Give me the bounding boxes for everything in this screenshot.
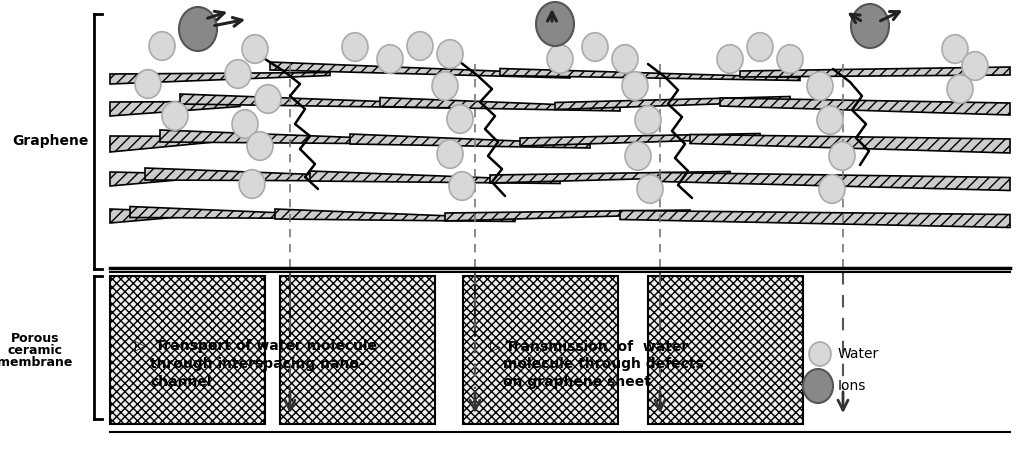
Polygon shape [660,173,1010,191]
Ellipse shape [819,175,845,203]
Text: ▷ Transmission  of  water: ▷ Transmission of water [490,339,688,353]
Ellipse shape [637,175,663,203]
Polygon shape [380,98,620,111]
Text: Ions: Ions [838,379,866,393]
Ellipse shape [449,172,475,200]
Ellipse shape [536,2,574,46]
Polygon shape [110,209,190,223]
Bar [648,276,803,424]
Text: ▷  Transport of water molecule: ▷ Transport of water molecule [135,339,377,353]
Text: through interspacing nano-: through interspacing nano- [150,357,365,371]
Ellipse shape [179,7,217,51]
Ellipse shape [803,369,833,403]
Text: membrane: membrane [0,355,73,369]
Bar [280,276,435,424]
Ellipse shape [225,59,251,88]
Polygon shape [500,69,800,80]
Polygon shape [520,133,760,146]
Ellipse shape [777,44,803,73]
Text: on graphene sheet: on graphene sheet [503,375,651,389]
Text: Water: Water [838,347,880,361]
Bar [463,276,618,424]
Polygon shape [275,209,515,222]
Ellipse shape [582,33,608,61]
Polygon shape [130,207,345,218]
Polygon shape [720,98,1010,115]
Ellipse shape [162,102,188,130]
Ellipse shape [247,132,273,160]
Polygon shape [145,168,380,181]
Ellipse shape [547,44,573,73]
Text: ceramic: ceramic [7,344,62,356]
Ellipse shape [962,52,988,80]
Polygon shape [740,67,1010,77]
Ellipse shape [612,44,638,73]
Ellipse shape [150,32,175,60]
Polygon shape [690,134,1010,153]
Polygon shape [110,102,240,116]
Ellipse shape [232,110,258,138]
Ellipse shape [432,72,458,100]
Polygon shape [620,211,1010,227]
Polygon shape [180,94,450,108]
Text: molecule through defects: molecule through defects [503,357,703,371]
Text: channel: channel [150,375,212,389]
Polygon shape [110,172,200,186]
Ellipse shape [242,35,268,63]
Polygon shape [555,97,790,109]
Ellipse shape [947,75,973,104]
Ellipse shape [437,140,463,168]
Ellipse shape [625,142,651,170]
Ellipse shape [239,170,265,198]
Ellipse shape [635,106,662,134]
Ellipse shape [829,142,855,170]
Ellipse shape [407,32,433,60]
Ellipse shape [342,33,368,61]
Ellipse shape [746,33,773,61]
Polygon shape [160,130,420,144]
Polygon shape [110,136,220,152]
Text: Porous: Porous [10,331,59,345]
Ellipse shape [851,4,889,48]
Polygon shape [445,210,690,221]
Ellipse shape [447,105,473,133]
Bar [110,276,265,424]
Ellipse shape [377,44,403,73]
Text: Graphene: Graphene [12,134,88,148]
Ellipse shape [809,342,831,366]
Polygon shape [350,134,590,148]
Ellipse shape [942,35,968,63]
Polygon shape [310,171,560,183]
Ellipse shape [807,72,833,100]
Polygon shape [270,62,570,78]
Ellipse shape [135,70,161,99]
Ellipse shape [255,85,281,114]
Ellipse shape [817,106,843,134]
Polygon shape [110,73,330,84]
Ellipse shape [622,72,648,100]
Ellipse shape [437,39,463,68]
Ellipse shape [717,44,743,73]
Polygon shape [490,172,730,183]
